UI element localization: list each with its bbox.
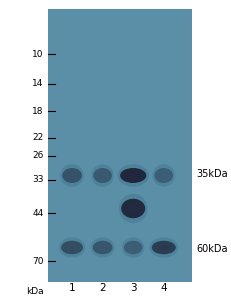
Ellipse shape	[152, 164, 174, 187]
Ellipse shape	[149, 237, 177, 258]
Ellipse shape	[127, 173, 139, 178]
Text: 33: 33	[32, 176, 43, 184]
Ellipse shape	[117, 164, 148, 187]
Text: 10: 10	[32, 50, 43, 58]
Ellipse shape	[91, 164, 113, 187]
Ellipse shape	[123, 241, 142, 254]
Text: 14: 14	[32, 80, 43, 88]
Text: 26: 26	[32, 152, 43, 160]
Text: 35kDa: 35kDa	[196, 169, 227, 179]
Ellipse shape	[122, 237, 144, 258]
Ellipse shape	[118, 194, 147, 223]
Text: kDa: kDa	[26, 286, 43, 296]
Text: 44: 44	[32, 208, 43, 217]
Ellipse shape	[60, 164, 83, 187]
Ellipse shape	[59, 237, 85, 258]
Ellipse shape	[61, 241, 83, 254]
Ellipse shape	[120, 168, 146, 183]
Text: 60kDa: 60kDa	[196, 244, 227, 254]
Ellipse shape	[62, 168, 82, 183]
Ellipse shape	[127, 205, 138, 212]
Text: 4: 4	[160, 283, 166, 293]
Ellipse shape	[158, 245, 168, 250]
Text: 1: 1	[68, 283, 75, 293]
FancyBboxPatch shape	[48, 9, 191, 282]
Ellipse shape	[151, 241, 175, 254]
Text: 2: 2	[99, 283, 106, 293]
Text: 18: 18	[32, 106, 43, 116]
Text: 70: 70	[32, 256, 43, 266]
Ellipse shape	[92, 241, 112, 254]
Ellipse shape	[91, 237, 114, 258]
Ellipse shape	[121, 199, 145, 218]
Text: 22: 22	[32, 134, 43, 142]
Ellipse shape	[154, 168, 172, 183]
Text: 3: 3	[129, 283, 136, 293]
Ellipse shape	[93, 168, 111, 183]
